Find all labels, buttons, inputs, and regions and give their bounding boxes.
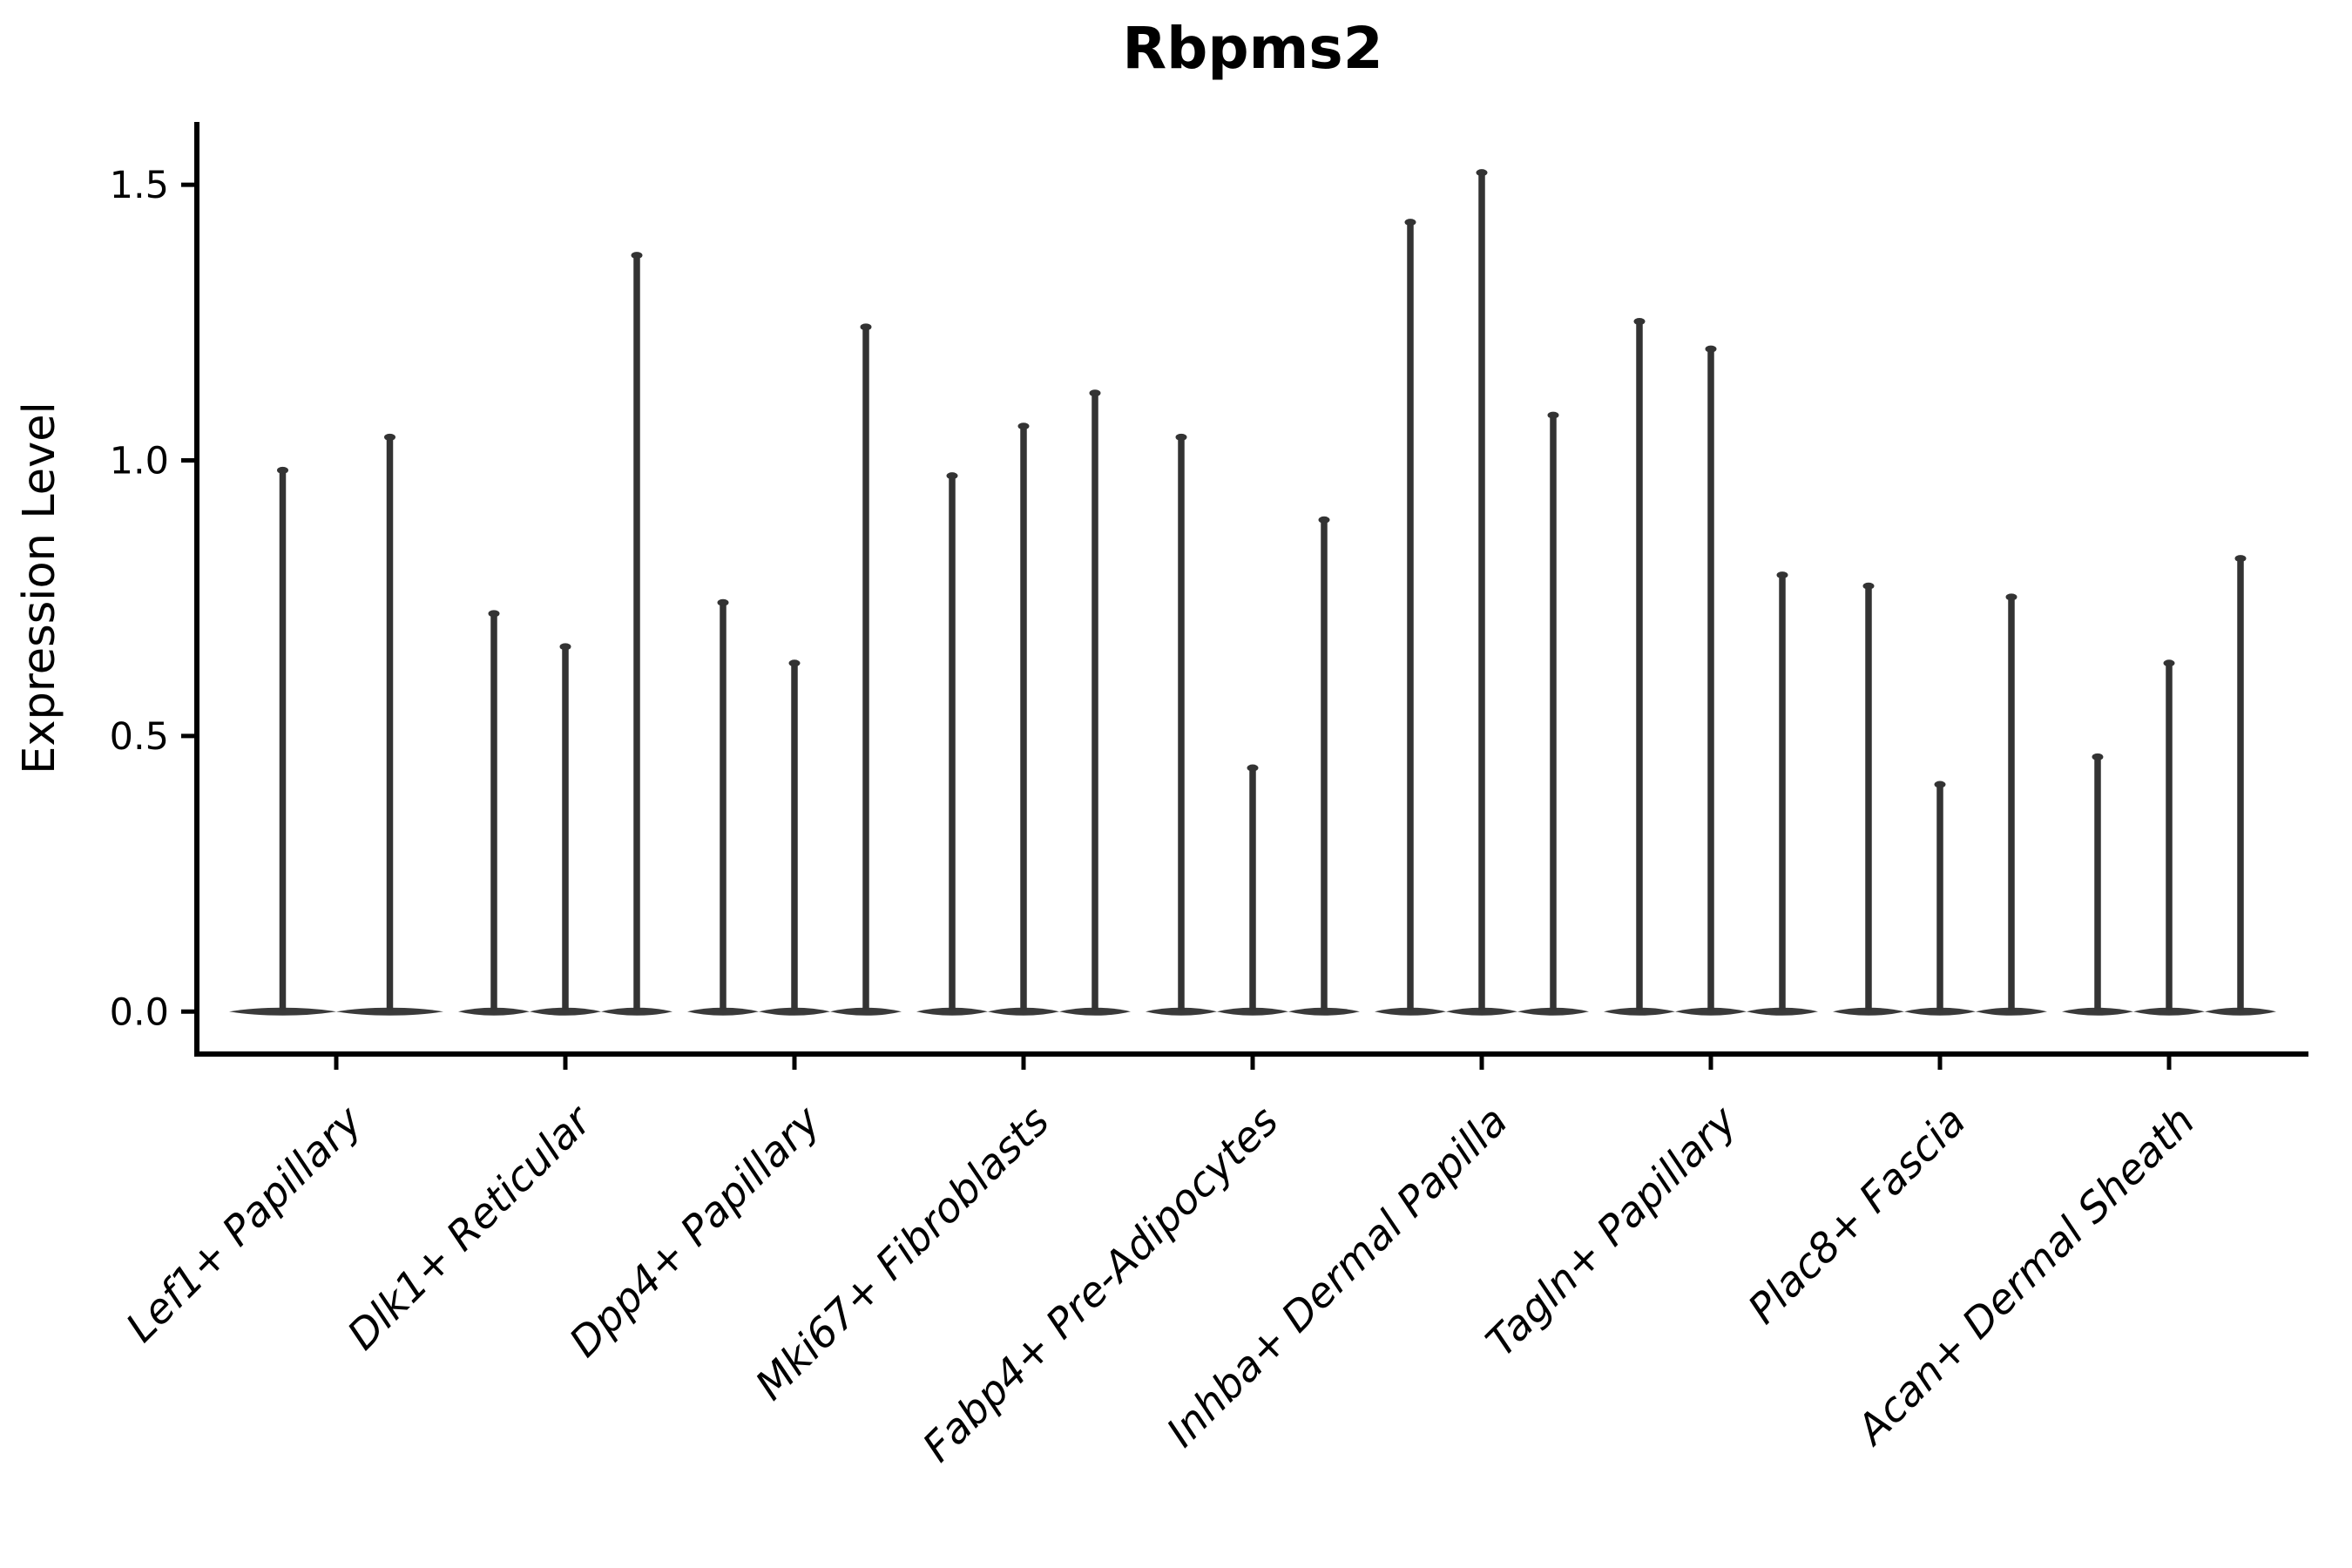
violin-body (229, 1007, 336, 1016)
violin-body (1747, 1007, 1818, 1016)
violin-tail-tip (384, 433, 395, 441)
violin-body (458, 1007, 530, 1016)
violin-tail-tip (277, 466, 288, 474)
violin-tail-tip (1633, 317, 1646, 325)
y-tick-label: 1.5 (110, 164, 169, 207)
violin-body (1059, 1007, 1131, 1016)
violin-tail-tip (788, 659, 801, 667)
violin-tail-tip (1776, 571, 1788, 579)
violin-body (530, 1007, 601, 1016)
violin-body (1904, 1007, 1976, 1016)
violin-body (1446, 1007, 1517, 1016)
violin-tail-tip (1862, 582, 1875, 590)
violin-body (1146, 1007, 1217, 1016)
violin-tail-tip (1404, 219, 1416, 226)
violin-body (1375, 1007, 1446, 1016)
violin-body (687, 1007, 759, 1016)
violin-body (2062, 1007, 2133, 1016)
violin-tail-tip (1476, 169, 1488, 177)
violin-tail-tip (1089, 389, 1101, 397)
violin-body (916, 1007, 988, 1016)
violin-body (759, 1007, 830, 1016)
violin-tail-tip (860, 323, 872, 331)
violin-tail-tip (2234, 555, 2247, 563)
violin-body (2133, 1007, 2205, 1016)
violin-body (1604, 1007, 1675, 1016)
violin-body (988, 1007, 1059, 1016)
y-axis-title: Expression Level (14, 402, 65, 774)
violin-tail-tip (2005, 593, 2017, 601)
violin-body (2205, 1007, 2276, 1016)
y-tick-label: 0.5 (110, 715, 169, 759)
violin-tail-tip (1318, 516, 1330, 524)
violin-tail-tip (1547, 411, 1559, 419)
violin-body (830, 1007, 902, 1016)
violin-body (336, 1007, 443, 1016)
violin-tail-tip (1247, 764, 1259, 772)
violin-tail-tip (2163, 659, 2175, 667)
violin-body (1217, 1007, 1288, 1016)
violin-tail-tip (717, 598, 729, 606)
violin-body (1833, 1007, 1904, 1016)
violin-tail-tip (631, 252, 643, 260)
violin-tail-tip (488, 610, 500, 618)
violin-tail-tip (1175, 433, 1187, 441)
violin-tail-tip (1017, 422, 1030, 430)
violin-tail-tip (2092, 753, 2104, 760)
y-tick-label: 0.0 (110, 990, 169, 1034)
violin-tail-tip (946, 472, 958, 480)
violin-body (1517, 1007, 1589, 1016)
violin-body (1675, 1007, 1747, 1016)
violin-body (1976, 1007, 2047, 1016)
y-tick-label: 1.0 (110, 440, 169, 483)
violin-tail-tip (1705, 345, 1717, 353)
chart-title: Rbpms2 (1122, 15, 1382, 82)
violin-tail-tip (1934, 781, 1946, 788)
violin-tail-tip (559, 643, 571, 651)
violin-body (601, 1007, 672, 1016)
violin-body (1288, 1007, 1360, 1016)
